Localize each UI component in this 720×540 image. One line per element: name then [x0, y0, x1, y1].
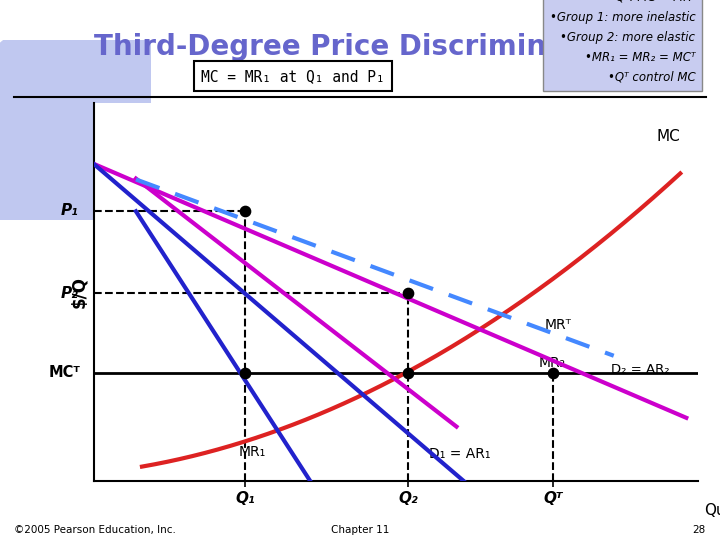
Text: Quantity: Quantity	[704, 503, 720, 518]
Text: MC = MR₁ at Q₁ and P₁: MC = MR₁ at Q₁ and P₁	[202, 69, 385, 84]
Text: MR₂: MR₂	[538, 356, 565, 370]
Text: D₂ = AR₂: D₂ = AR₂	[611, 363, 670, 376]
Text: ©2005 Pearson Education, Inc.: ©2005 Pearson Education, Inc.	[14, 524, 176, 535]
Point	[402, 289, 414, 298]
Text: P₂: P₂	[60, 286, 78, 301]
Point	[239, 206, 251, 215]
Text: 28: 28	[693, 524, 706, 535]
Text: MR₁: MR₁	[239, 445, 266, 459]
Point	[239, 368, 251, 377]
Text: •Qᵀ: MC = MRᵀ
•Group 1: more inelastic
•Group 2: more elastic
•MR₁ = MR₂ = MCᵀ
•: •Qᵀ: MC = MRᵀ •Group 1: more inelastic •…	[549, 0, 696, 84]
Text: Third-Degree Price Discrimination: Third-Degree Price Discrimination	[94, 33, 626, 61]
Text: D₁ = AR₁: D₁ = AR₁	[429, 447, 491, 461]
Text: MCᵀ: MCᵀ	[48, 365, 80, 380]
Text: P₁: P₁	[60, 203, 78, 218]
Point	[402, 368, 414, 377]
Text: MC: MC	[656, 129, 680, 144]
Circle shape	[0, 9, 218, 268]
Y-axis label: $/Q: $/Q	[70, 275, 88, 308]
Point	[547, 368, 559, 377]
Text: Chapter 11: Chapter 11	[330, 524, 390, 535]
Text: MRᵀ: MRᵀ	[544, 319, 571, 333]
